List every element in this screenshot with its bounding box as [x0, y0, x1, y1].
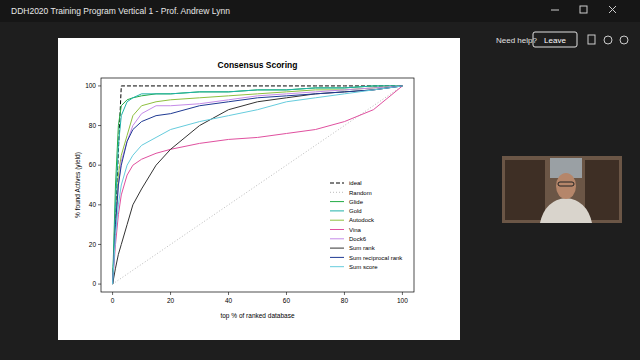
legend-swatch	[330, 266, 344, 267]
info-icon[interactable]	[620, 36, 628, 44]
minimize-icon[interactable]	[551, 10, 559, 11]
shirt	[540, 198, 592, 223]
close-icon[interactable]	[609, 6, 616, 13]
series-line	[113, 86, 403, 284]
leave-button[interactable]	[533, 32, 577, 47]
legend-label: Glide	[349, 199, 364, 205]
legend-label: Random	[349, 190, 372, 196]
series-line	[113, 86, 403, 284]
legend-label: Dock6	[349, 236, 367, 242]
x-tick	[344, 292, 345, 295]
legend-swatch	[330, 238, 344, 239]
legend-swatch	[330, 192, 344, 193]
y-tick	[98, 284, 101, 285]
legend-swatch	[330, 257, 344, 258]
background	[0, 0, 640, 360]
x-tick-label: 40	[225, 297, 233, 304]
series-line	[113, 86, 403, 284]
y-tick-label: 40	[89, 201, 97, 208]
legend-swatch	[330, 183, 344, 184]
legend-swatch	[330, 220, 344, 221]
legend-swatch	[330, 229, 344, 230]
y-tick	[98, 244, 101, 245]
legend-label: Sum reciprocal rank	[349, 255, 403, 261]
face	[556, 173, 576, 199]
legend-swatch	[330, 248, 344, 249]
webcam-bg	[502, 156, 622, 223]
y-tick-label: 20	[89, 241, 97, 248]
legend-label: Vina	[349, 227, 362, 233]
y-tick	[98, 125, 101, 126]
x-tick	[170, 292, 171, 295]
x-axis-label: top % of ranked database	[220, 312, 294, 320]
plot-frame	[101, 78, 414, 292]
y-tick-label: 0	[92, 280, 96, 287]
y-tick-label: 60	[89, 161, 97, 168]
shelf	[505, 160, 545, 220]
legend-label: Sum score	[349, 264, 378, 270]
x-tick	[402, 292, 403, 295]
y-tick-label: 100	[85, 82, 96, 89]
legend-label: Autodock	[349, 217, 375, 223]
y-tick-label: 80	[89, 122, 97, 129]
x-tick-label: 0	[111, 297, 115, 304]
y-tick	[98, 85, 101, 86]
screen: DDH2020 Training Program Vertical 1 - Pr…	[0, 0, 640, 360]
series-line	[113, 86, 403, 284]
maximize-icon[interactable]	[580, 6, 587, 13]
series-line	[113, 86, 403, 284]
y-tick	[98, 204, 101, 205]
doc-icon[interactable]	[588, 35, 595, 44]
x-tick	[228, 292, 229, 295]
x-tick-label: 60	[283, 297, 291, 304]
slide	[58, 38, 460, 340]
x-tick	[286, 292, 287, 295]
settings-icon[interactable]	[604, 36, 612, 44]
legend-label: ideal	[349, 180, 362, 186]
series-line	[113, 86, 403, 284]
series-line	[113, 86, 403, 284]
x-tick-label: 20	[167, 297, 175, 304]
plot-lines	[113, 86, 403, 284]
legend-swatch	[330, 210, 344, 211]
series-line	[113, 86, 403, 284]
series-line	[113, 86, 403, 284]
leave-label[interactable]: Leave	[544, 36, 566, 45]
x-tick-label: 80	[341, 297, 349, 304]
y-tick	[98, 165, 101, 166]
glasses	[558, 182, 574, 186]
help-link[interactable]: Need help?	[496, 36, 537, 45]
legend-label: Gold	[349, 208, 362, 214]
title-bar	[0, 0, 640, 22]
x-tick-label: 100	[397, 297, 408, 304]
legend: ideal Random Glide Gold Autodock Vina Dock6 Sum…	[330, 180, 403, 270]
chart-title: Consensus Scoring	[218, 60, 298, 70]
shelf	[585, 160, 619, 220]
legend-swatch	[330, 201, 344, 202]
y-axis-label: % found Actives (yield)	[74, 152, 82, 218]
window-title: DDH2020 Training Program Vertical 1 - Pr…	[11, 6, 230, 16]
series-line	[113, 86, 403, 284]
legend-label: Sum rank	[349, 245, 376, 251]
x-tick	[112, 292, 113, 295]
webcam	[502, 156, 622, 223]
